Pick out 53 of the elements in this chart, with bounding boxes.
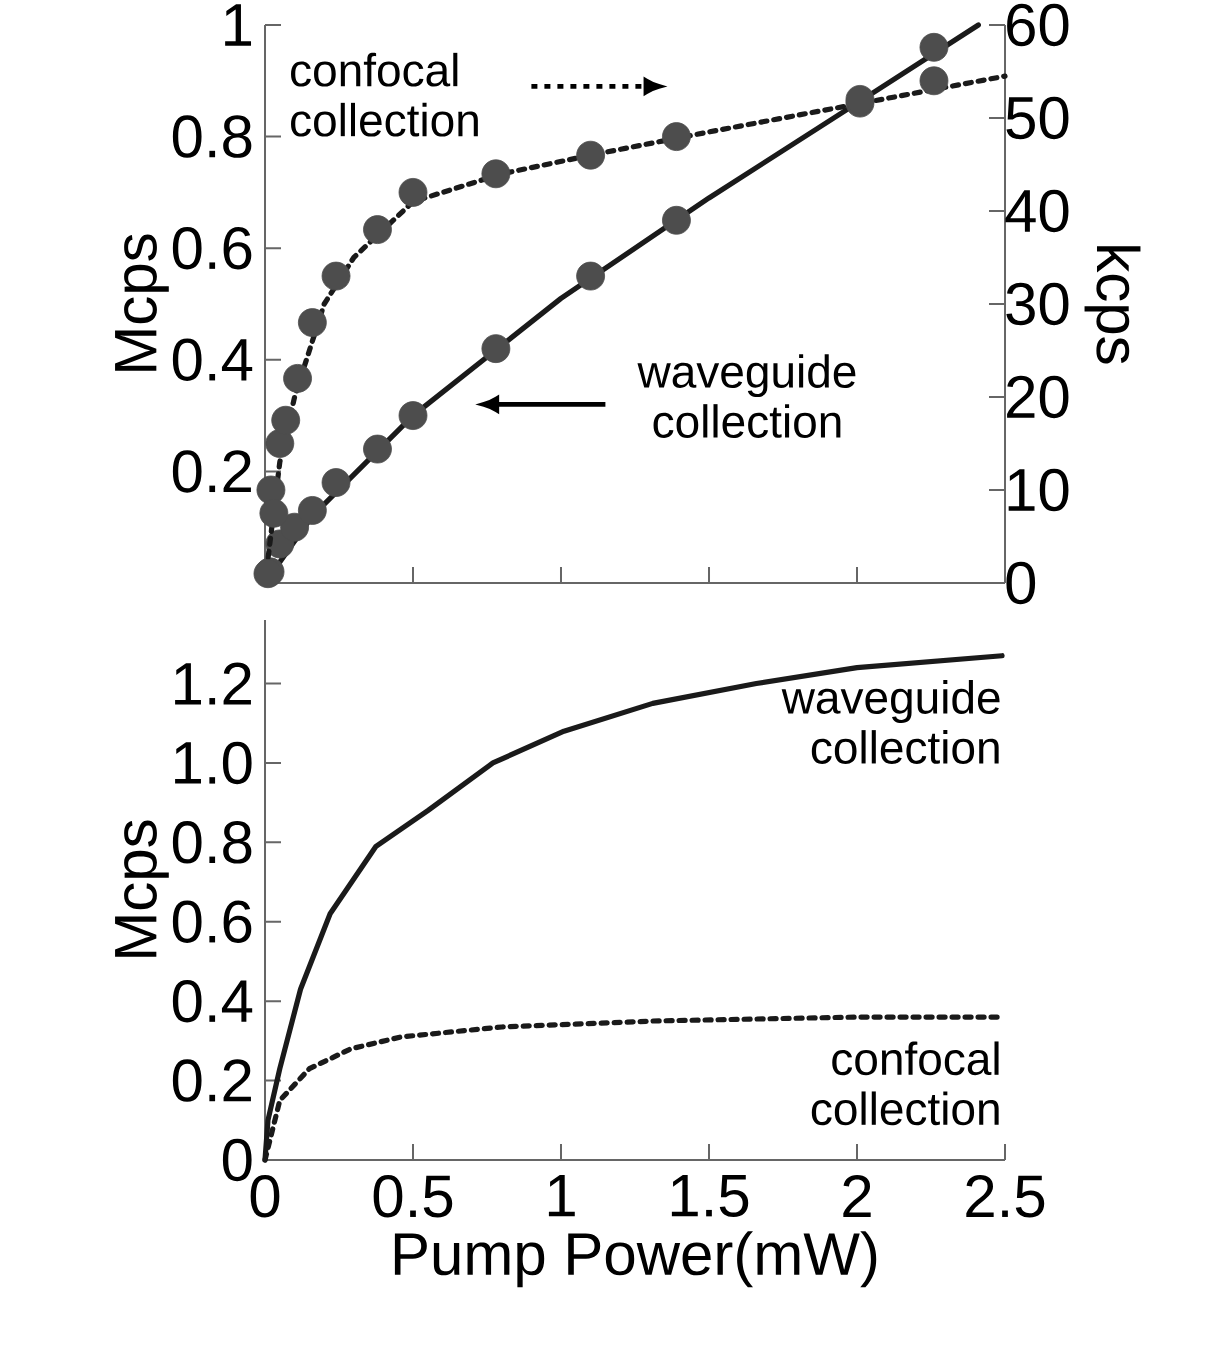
point — [576, 261, 605, 291]
y-tick-label: 0.2 — [172, 1059, 251, 1102]
point — [363, 215, 392, 244]
point — [321, 261, 351, 291]
y-tick-label: 0.6 — [172, 900, 252, 944]
point — [398, 401, 428, 430]
y2-tick-label: 60 — [1007, 3, 1069, 47]
x-tick-label: 0 — [250, 1175, 280, 1218]
y2-tick-label: 30 — [1006, 282, 1069, 326]
x-tick-label: 2.5 — [966, 1175, 1045, 1218]
y-axis-title: Mcps — [115, 234, 169, 371]
point — [321, 468, 351, 497]
y-tick-label: 1.2 — [175, 662, 251, 705]
y-tick-label: 1 — [225, 4, 252, 46]
y2-tick-label: 0 — [1006, 561, 1036, 605]
point — [662, 122, 691, 151]
y-tick-label: 0.4 — [172, 338, 253, 382]
x-axis-title: Pump Power(mW) — [394, 1231, 877, 1288]
y-tick-label: 0.8 — [172, 115, 252, 158]
y-tick-label: 0 — [222, 1138, 252, 1182]
y-axis-title: Mcps — [115, 820, 169, 957]
point — [363, 434, 392, 464]
point — [919, 66, 949, 96]
point — [662, 205, 691, 235]
y-tick-label: 0.8 — [172, 821, 252, 864]
point — [576, 140, 605, 170]
point — [481, 159, 511, 189]
x-tick-label: 0.5 — [373, 1175, 453, 1218]
y2-tick-label: 20 — [1007, 375, 1069, 419]
series-label: confocal collection — [291, 52, 478, 137]
y-tick-label: 0.4 — [172, 979, 253, 1023]
series-label: confocal collection — [811, 1041, 999, 1126]
point — [297, 308, 327, 337]
x-tick-label: 1 — [548, 1175, 575, 1217]
point — [481, 334, 511, 364]
y2-axis-title: kcps — [1084, 246, 1141, 364]
series-label: waveguide collection — [781, 680, 1000, 764]
point — [297, 496, 327, 525]
point — [271, 405, 301, 435]
x-tick-label: 1.5 — [671, 1175, 749, 1217]
y-tick-label: 0.2 — [172, 450, 251, 493]
point — [283, 363, 312, 393]
series-label: waveguide collection — [637, 354, 856, 438]
x-tick-label: 2 — [843, 1175, 871, 1217]
point — [919, 32, 949, 62]
y-tick-label: 1.0 — [175, 741, 252, 785]
point — [259, 498, 289, 528]
y2-tick-label: 50 — [1006, 96, 1069, 140]
point — [398, 177, 428, 207]
y-tick-label: 0.6 — [172, 226, 252, 270]
point — [256, 475, 286, 505]
y2-tick-label: 10 — [1008, 468, 1069, 512]
point — [265, 429, 295, 458]
